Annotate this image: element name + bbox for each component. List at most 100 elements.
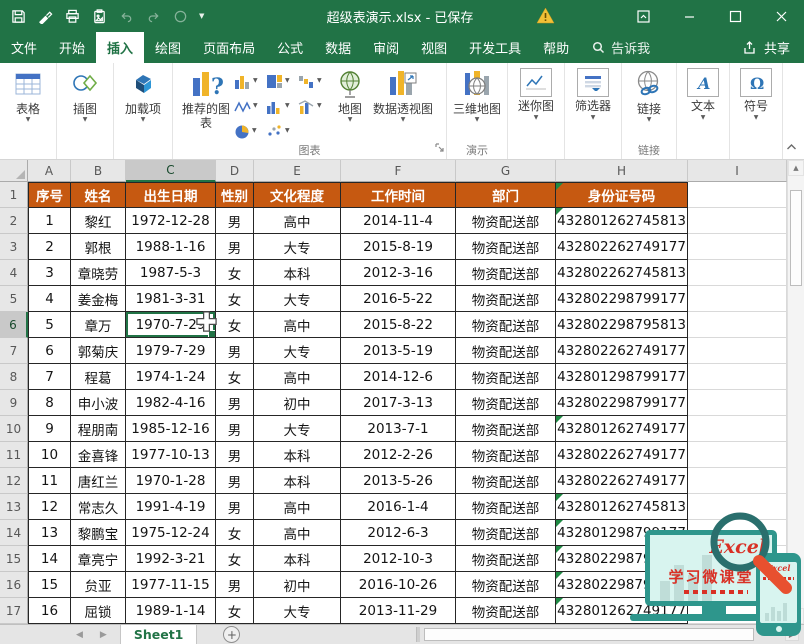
column-header-I[interactable]: I — [688, 160, 787, 182]
scroll-up-icon[interactable]: ▲ — [788, 160, 804, 176]
cell[interactable]: 6 — [28, 338, 71, 364]
maps-button[interactable]: 地图 ▼ — [330, 66, 370, 125]
cell[interactable]: 2012-3-16 — [341, 260, 456, 286]
scatter-chart-icon[interactable]: ▼ — [266, 119, 298, 144]
cell[interactable]: 大专 — [254, 286, 341, 312]
cell[interactable]: 432801298799177 — [556, 520, 688, 546]
cell[interactable]: 5 — [28, 312, 71, 338]
tab-scroll-splitter[interactable] — [416, 627, 420, 642]
cell[interactable]: 大专 — [254, 234, 341, 260]
cell[interactable] — [688, 546, 787, 572]
cell[interactable]: 2016-1-4 — [341, 494, 456, 520]
cell[interactable]: 2013-5-19 — [341, 338, 456, 364]
cell[interactable]: 16 — [28, 598, 71, 624]
cell[interactable]: 男 — [216, 494, 254, 520]
cell[interactable]: 1982-4-16 — [126, 390, 216, 416]
horizontal-scroll-thumb[interactable] — [424, 628, 754, 641]
cell[interactable]: 物资配送部 — [456, 312, 556, 338]
cell[interactable]: 物资配送部 — [456, 546, 556, 572]
column-header-E[interactable]: E — [254, 160, 341, 182]
cell[interactable]: 物资配送部 — [456, 338, 556, 364]
cell[interactable]: 4 — [28, 286, 71, 312]
cell[interactable]: 物资配送部 — [456, 364, 556, 390]
cell[interactable]: 1974-1-24 — [126, 364, 216, 390]
row-header-3[interactable]: 3 — [0, 234, 28, 260]
cell[interactable] — [688, 494, 787, 520]
cell[interactable]: 3 — [28, 260, 71, 286]
cell[interactable]: 432801262745813 — [556, 208, 688, 234]
cell[interactable]: 物资配送部 — [456, 468, 556, 494]
text-button[interactable]: A 文本 ▼ — [682, 66, 724, 122]
cell[interactable]: 2015-8-22 — [341, 312, 456, 338]
cell[interactable]: 高中 — [254, 208, 341, 234]
tables-button[interactable]: 表格 ▼ — [5, 66, 51, 125]
share-button[interactable]: 共享 — [729, 32, 804, 63]
vertical-scroll-thumb[interactable] — [790, 190, 802, 286]
cell[interactable]: 物资配送部 — [456, 494, 556, 520]
tab-review[interactable]: 审阅 — [373, 42, 400, 57]
cell[interactable]: 本科 — [254, 468, 341, 494]
cell[interactable]: 432801298799177 — [556, 364, 688, 390]
cell[interactable]: 女 — [216, 286, 254, 312]
row-header-17[interactable]: 17 — [0, 598, 28, 624]
cell[interactable]: 2 — [28, 234, 71, 260]
row-header-2[interactable]: 2 — [0, 208, 28, 234]
tab-data[interactable]: 数据 — [325, 42, 352, 57]
cell[interactable] — [688, 364, 787, 390]
customize-qat-caret-icon[interactable]: ▼ — [199, 12, 205, 20]
cell[interactable]: 男 — [216, 442, 254, 468]
row-header-10[interactable]: 10 — [0, 416, 28, 442]
cell[interactable]: 2012-2-26 — [341, 442, 456, 468]
warning-triangle-icon[interactable] — [536, 7, 555, 28]
row-header-5[interactable]: 5 — [0, 286, 28, 312]
cell[interactable]: 1987-5-3 — [126, 260, 216, 286]
cell[interactable]: 女 — [216, 598, 254, 624]
cell[interactable]: 大专 — [254, 416, 341, 442]
cell[interactable]: 2014-11-4 — [341, 208, 456, 234]
cell[interactable]: 2013-11-29 — [341, 598, 456, 624]
header-cell[interactable]: 文化程度 — [254, 182, 341, 208]
cell[interactable]: 章晓劳 — [71, 260, 126, 286]
cell[interactable]: 8 — [28, 390, 71, 416]
cell[interactable]: 1975-12-24 — [126, 520, 216, 546]
cell[interactable]: 本科 — [254, 546, 341, 572]
cell[interactable]: 432802262749177 — [556, 234, 688, 260]
row-header-11[interactable]: 11 — [0, 442, 28, 468]
cell[interactable]: 物资配送部 — [456, 286, 556, 312]
cell[interactable]: 大专 — [254, 598, 341, 624]
bar-chart-icon[interactable]: ▼ — [266, 94, 298, 119]
cell[interactable]: 1991-4-19 — [126, 494, 216, 520]
tab-help[interactable]: 帮助 — [543, 42, 570, 57]
row-header-1[interactable]: 1 — [0, 182, 28, 208]
row-header-8[interactable]: 8 — [0, 364, 28, 390]
ribbon-display-options-icon[interactable] — [620, 0, 666, 32]
cell[interactable]: 女 — [216, 546, 254, 572]
select-all-corner[interactable] — [0, 160, 28, 182]
link-button[interactable]: 链接 ▼ — [627, 66, 671, 125]
collapse-ribbon-icon[interactable] — [786, 136, 797, 155]
cell[interactable]: 2014-12-6 — [341, 364, 456, 390]
cell[interactable]: 常志久 — [71, 494, 126, 520]
cell[interactable]: 432802262745813 — [556, 260, 688, 286]
cell[interactable]: 9 — [28, 416, 71, 442]
scroll-down-icon[interactable]: ▼ — [788, 608, 804, 624]
cell[interactable] — [688, 416, 787, 442]
scroll-right-icon[interactable]: ▶ — [785, 628, 799, 641]
cell[interactable]: 郭根 — [71, 234, 126, 260]
cell[interactable]: 物资配送部 — [456, 416, 556, 442]
tab-formulas[interactable]: 公式 — [277, 42, 304, 57]
header-cell[interactable]: 姓名 — [71, 182, 126, 208]
cell[interactable]: 女 — [216, 312, 254, 338]
cell[interactable]: 432802298799177 — [556, 572, 688, 598]
tab-developer[interactable]: 开发工具 — [469, 42, 522, 57]
cell[interactable]: 432802262749177 — [556, 442, 688, 468]
cell[interactable] — [688, 208, 787, 234]
cell[interactable]: 432801262749177 — [556, 416, 688, 442]
cell[interactable] — [688, 468, 787, 494]
cell[interactable]: 432801262749177 — [556, 598, 688, 624]
cell[interactable]: 14 — [28, 546, 71, 572]
cell[interactable] — [688, 390, 787, 416]
column-chart-icon[interactable]: ▼ — [234, 69, 266, 94]
cell[interactable] — [688, 286, 787, 312]
cell[interactable] — [688, 182, 787, 208]
